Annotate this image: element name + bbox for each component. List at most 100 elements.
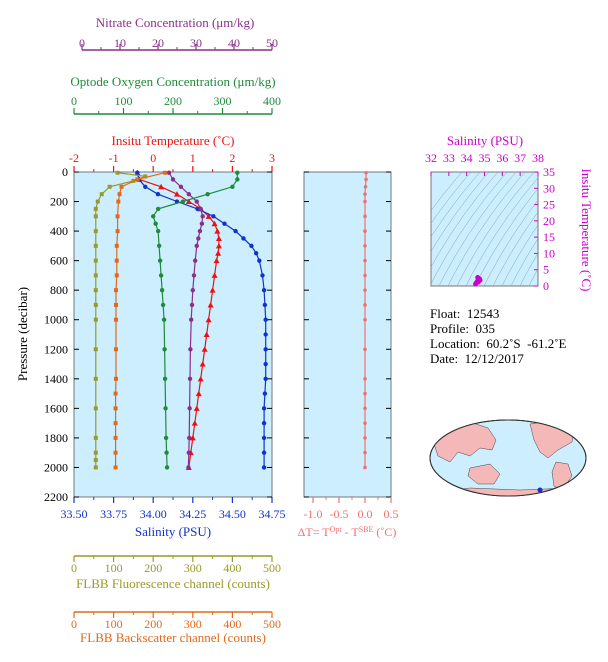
oxygen-point [157, 258, 163, 263]
salinity-tick-label: 34.00 [140, 507, 167, 521]
nitrate-point [198, 206, 203, 212]
pressure-tick-label: 1600 [44, 401, 68, 415]
ts-salinity-label: Salinity (PSU) [447, 133, 523, 148]
nitrate-point [190, 287, 195, 293]
backscatter-tick-label: 500 [263, 617, 281, 631]
delta-point [363, 436, 367, 440]
nitrate-point [194, 243, 199, 249]
fluorescence-point [93, 214, 98, 219]
fluorescence-profile-line [95, 172, 146, 468]
delta-tick-label: -0.5 [330, 507, 349, 521]
delta-point [363, 273, 367, 278]
oxygen-tick-label: 200 [164, 94, 182, 108]
fluorescence-point [93, 406, 98, 411]
delta-point [363, 229, 367, 233]
pressure-tick-label: 2200 [44, 490, 68, 504]
nitrate-point [166, 170, 172, 175]
salinity-point [261, 420, 267, 426]
temperature-point [215, 235, 222, 241]
backscatter-point [113, 317, 118, 322]
float-info: Float: 12543 Profile: 035 Location: 60.2… [430, 306, 566, 366]
ts-salinity-tick-label: 35 [479, 151, 491, 165]
salinity-point [263, 376, 268, 382]
pressure-axis-label: Pressure (decibar) [15, 287, 30, 381]
fluorescence-point [93, 317, 98, 322]
salinity-point [263, 332, 268, 337]
nitrate-tick-label: 30 [190, 36, 202, 50]
nitrate-point [186, 191, 192, 197]
delta-point [363, 184, 368, 189]
salinity-point [260, 273, 265, 278]
backscatter-point [115, 229, 120, 234]
oxygen-point [160, 302, 166, 308]
salinity-point [257, 258, 262, 263]
density-contour [431, 172, 481, 238]
temperature-point [209, 287, 216, 293]
delta-point [363, 303, 367, 307]
density-contour [483, 199, 538, 286]
fluorescence-tick-label: 500 [263, 561, 281, 575]
nitrate-profile-line [168, 172, 204, 468]
oxygen-point [153, 221, 158, 226]
salinity-point [249, 243, 254, 249]
density-contour [465, 177, 538, 286]
salinity-point [261, 465, 267, 470]
nitrate-point [189, 317, 194, 322]
salinity-point [261, 287, 267, 293]
delta-point [364, 170, 368, 175]
float-id: Float: 12543 [430, 306, 500, 321]
delta-point [363, 258, 367, 263]
oxygen-point [162, 376, 168, 382]
delta-point [363, 406, 367, 411]
fluorescence-point [115, 170, 120, 175]
delta-point [363, 214, 367, 219]
delta-tick-label: 0.0 [358, 507, 373, 521]
pressure-tick-label: 1000 [44, 313, 68, 327]
fluorescence-point [93, 347, 98, 352]
temperature-tick-label: 1 [190, 151, 196, 165]
ts-salinity-tick-label: 36 [496, 151, 508, 165]
oxygen-point [162, 347, 167, 352]
density-contour [456, 172, 535, 286]
temperature-point [185, 198, 192, 205]
salinity-point [263, 361, 268, 367]
fluorescence-tick-label: 0 [71, 561, 77, 575]
temperature-tick-label: -2 [69, 151, 79, 165]
salinity-point [261, 450, 267, 455]
nitrate-point [200, 214, 205, 219]
fluorescence-point [107, 184, 112, 189]
salinity-point [211, 214, 216, 219]
pressure-tick-label: 400 [50, 224, 68, 238]
backscatter-point [113, 302, 118, 307]
fluorescence-tick-label: 300 [184, 561, 202, 575]
nitrate-point [187, 406, 192, 411]
oxygen-point [155, 206, 161, 212]
oxygen-point [156, 243, 162, 249]
delta-point [363, 317, 367, 322]
salinity-point [241, 236, 246, 241]
ts-point [475, 275, 481, 281]
temperature-point [199, 361, 206, 367]
backscatter-point [114, 258, 119, 263]
temperature-point [195, 390, 202, 397]
nitrate-point [196, 236, 201, 241]
backscatter-point [113, 391, 118, 396]
density-contour [447, 172, 526, 286]
salinity-point [222, 221, 227, 226]
salinity-point [263, 317, 268, 322]
float-location: Location: 60.2˚S -61.2˚E [430, 336, 567, 351]
ts-salinity-tick-label: 38 [532, 151, 544, 165]
temperature-axis: Insitu Temperature (˚C) -2 -1 0 1 2 3 [69, 133, 275, 172]
nitrate-tick-label: 10 [114, 36, 126, 50]
delta-point [363, 192, 367, 196]
delta-point [363, 288, 367, 292]
delta-point [363, 391, 367, 396]
temperature-point [215, 242, 222, 249]
fluorescence-point [93, 243, 98, 248]
nitrate-point [186, 465, 191, 470]
fluorescence-point [93, 288, 98, 293]
salinity-point [263, 347, 268, 352]
salinity-point [135, 170, 140, 175]
nitrate-axis-label: Nitrate Concentration (μm/kg) [96, 15, 255, 30]
